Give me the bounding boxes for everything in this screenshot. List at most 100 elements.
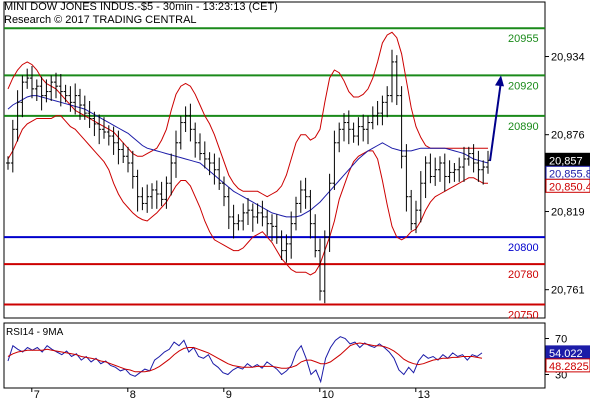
price-bar	[337, 122, 342, 153]
level-label-20800: 20800	[508, 242, 539, 254]
price-bar	[447, 160, 452, 184]
price-bar	[246, 198, 250, 225]
rsi-line	[7, 336, 483, 384]
price-bar	[452, 163, 457, 182]
price-bar	[164, 176, 169, 209]
rsi-value-tag-box	[545, 358, 590, 373]
level-label-20750: 20750	[508, 310, 539, 322]
rsi-title: RSI14 - 9MA	[6, 327, 64, 338]
price-bar	[78, 88, 82, 120]
price-bar	[375, 101, 380, 126]
price-bar	[169, 153, 174, 196]
price-bar	[92, 111, 97, 137]
price-bar	[308, 189, 313, 239]
price-bar	[394, 55, 399, 106]
price-bar	[351, 122, 356, 143]
current-value-tag: 20,857	[545, 152, 590, 167]
price-bar	[150, 183, 154, 209]
price-bar	[481, 160, 486, 185]
x-tick-label: 7	[34, 389, 40, 400]
x-tick-label: 13	[418, 389, 430, 400]
price-bar	[284, 234, 289, 263]
price-bar	[366, 115, 370, 145]
price-bar	[241, 203, 246, 231]
price-bar	[193, 122, 198, 158]
price-bar	[462, 146, 466, 182]
price-bar	[342, 113, 346, 142]
price-bar	[121, 142, 126, 163]
price-bar	[25, 68, 30, 89]
price-bar	[222, 176, 226, 207]
price-bar	[356, 117, 361, 146]
x-tick-label: 8	[130, 389, 136, 400]
price-bar	[289, 211, 294, 259]
rsi-value-tag-label: 48.2825	[549, 361, 589, 373]
price-bar	[327, 173, 332, 252]
price-bar	[212, 153, 217, 185]
current-value-tag-box	[545, 178, 590, 193]
price-bar	[135, 169, 140, 212]
level-label-20780: 20780	[508, 269, 539, 281]
price-bar	[106, 125, 111, 146]
current-value-tag-label: 20,855.8	[549, 168, 590, 180]
price-bar	[231, 204, 236, 239]
rsi-panel-frame	[3, 322, 546, 389]
price-bar	[270, 214, 274, 242]
price-bar	[414, 200, 418, 234]
level-label-20890: 20890	[508, 121, 539, 133]
price-bar	[332, 130, 337, 190]
bollinger-lower-line	[7, 115, 488, 276]
current-value-tag-label: 20,857	[549, 155, 583, 167]
price-bar	[404, 144, 409, 212]
level-label-20920: 20920	[508, 80, 539, 92]
price-bar	[260, 200, 265, 227]
price-bar	[15, 90, 20, 142]
price-bar	[423, 156, 428, 199]
price-bar	[63, 84, 68, 103]
rsi-y-tick-label: 70	[555, 334, 567, 346]
price-bar	[274, 214, 279, 244]
price-bar	[73, 83, 78, 115]
price-bar	[279, 230, 284, 261]
price-bar	[145, 184, 150, 213]
price-bar	[58, 74, 63, 107]
rsi-value-tag: 48.2825	[545, 358, 590, 373]
price-bar	[438, 156, 442, 182]
current-value-tag: 20,855.8	[545, 165, 590, 180]
price-bar	[298, 180, 303, 213]
y-tick-label: 20,876	[551, 130, 585, 142]
price-bar	[303, 177, 308, 209]
instrument-title: MINI DOW JONES INDUS.-$5 - 30min - 13:23…	[4, 1, 278, 13]
price-bar	[116, 130, 121, 165]
x-tick-label: 10	[322, 389, 334, 400]
current-value-tag: 20,850.4	[545, 178, 590, 193]
y-tick-label: 20,761	[551, 285, 585, 297]
price-bar	[409, 189, 414, 231]
price-bar	[380, 95, 385, 126]
price-bar	[255, 203, 260, 224]
price-bar	[433, 157, 438, 186]
price-bar	[159, 181, 164, 207]
level-label-20955: 20955	[508, 33, 539, 45]
price-bar	[188, 103, 193, 142]
price-bar	[294, 196, 298, 231]
price-bar	[202, 141, 207, 169]
price-bar	[346, 110, 351, 145]
current-value-tag-label: 20,850.4	[549, 181, 590, 193]
price-bar	[390, 49, 394, 103]
price-bar	[361, 114, 366, 142]
price-bar	[178, 115, 183, 150]
price-bar	[217, 157, 222, 190]
price-bar	[34, 79, 39, 101]
price-bar	[476, 150, 481, 182]
price-bar	[111, 126, 116, 155]
projection-arrow-head	[495, 75, 504, 87]
price-panel: 20955 20920 20890 20800 20780 20750 20,934 20,8…	[3, 1, 590, 322]
rsi-ma-line	[7, 342, 483, 373]
price-bar	[97, 114, 102, 145]
price-bar	[54, 72, 58, 99]
price-bar	[49, 75, 54, 101]
price-bar	[30, 65, 34, 99]
price-bar	[322, 230, 327, 304]
